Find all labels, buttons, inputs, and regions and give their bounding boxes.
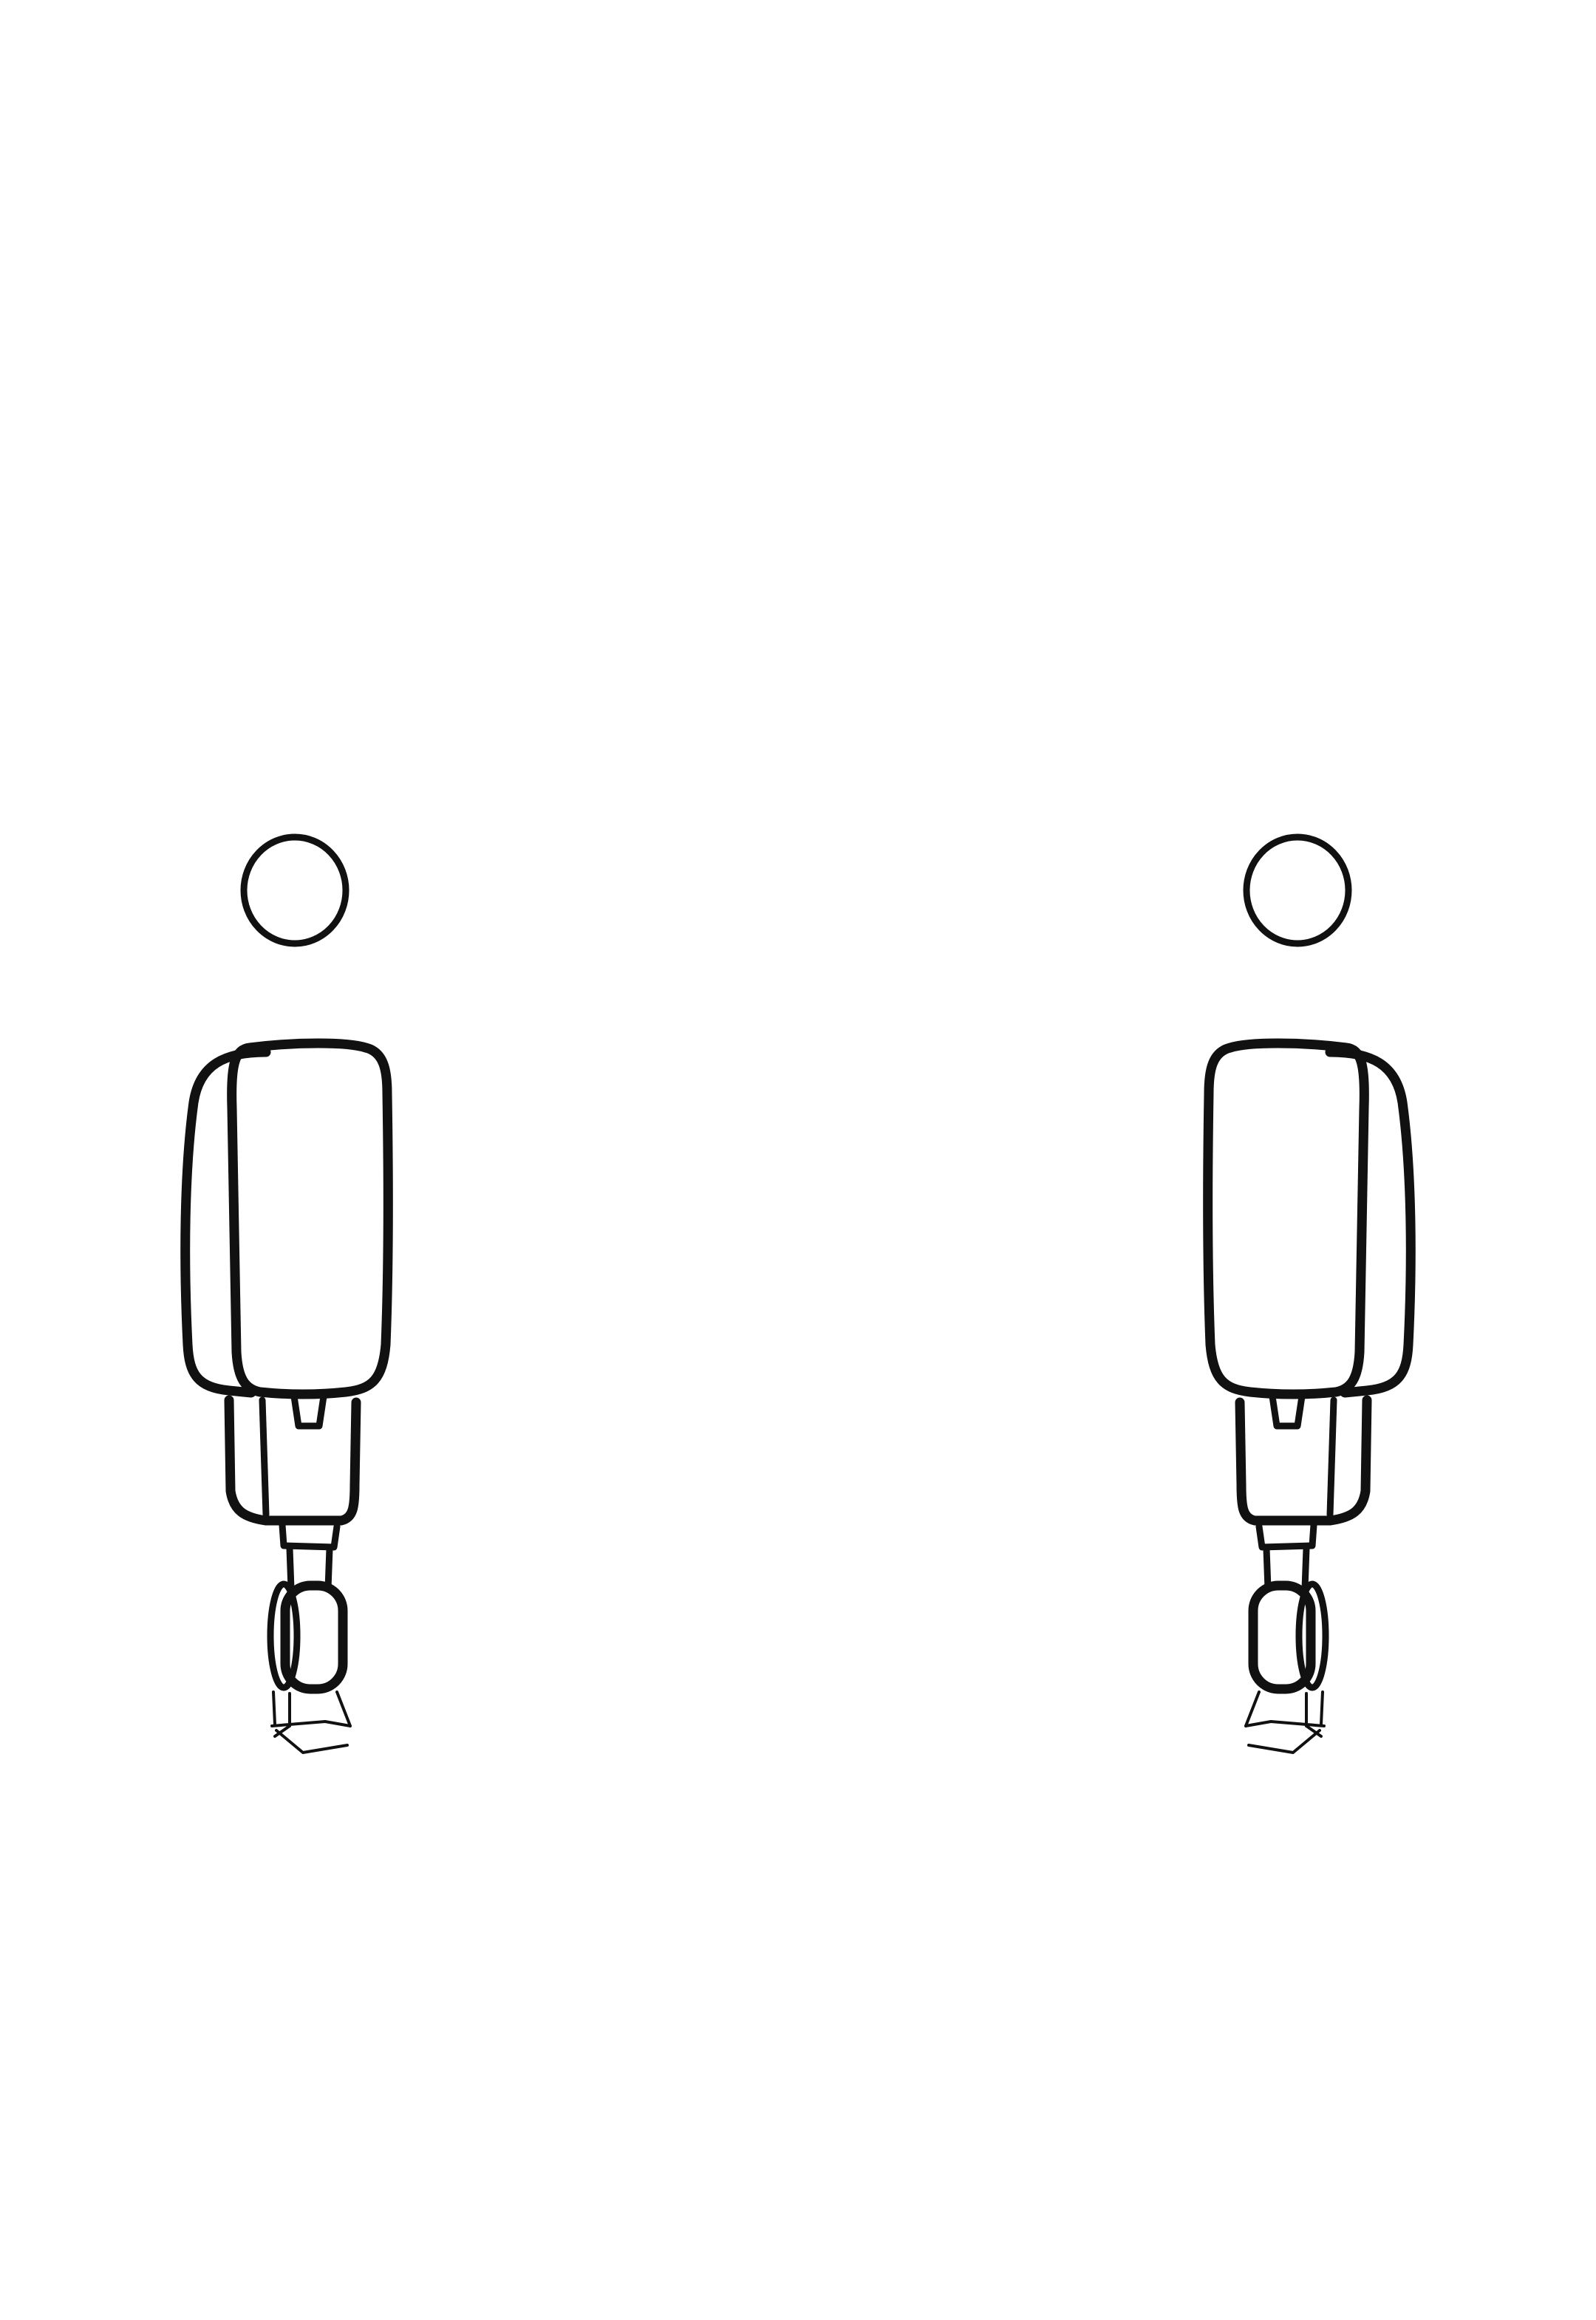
head-left <box>240 833 349 947</box>
knee-joint-right <box>1255 1521 1317 1551</box>
shin-upper-right <box>1263 1545 1310 1592</box>
belt-clip-right <box>1269 1393 1306 1430</box>
torso-front-panel-right <box>1203 1038 1369 1399</box>
calf-back-right <box>1295 1580 1329 1691</box>
foot-right <box>1244 1690 1326 1754</box>
head-right <box>1243 833 1352 947</box>
calf-back-left <box>267 1580 301 1691</box>
hip-back-edge-left <box>259 1396 270 1518</box>
figure-right <box>1203 833 1416 1754</box>
foot-left <box>270 1690 352 1754</box>
torso-back-panel-left <box>180 1047 271 1398</box>
figure-left <box>180 833 393 1754</box>
calf-front-left <box>280 1580 348 1694</box>
pelvis-right <box>1235 1395 1372 1526</box>
belt-clip-left <box>290 1393 327 1430</box>
pelvis-left <box>224 1395 361 1526</box>
knee-joint-left <box>279 1521 341 1551</box>
torso-back-panel-right <box>1325 1047 1416 1398</box>
hip-back-edge-right <box>1326 1396 1337 1518</box>
shin-upper-left <box>286 1545 333 1592</box>
calf-front-right <box>1248 1580 1316 1694</box>
torso-front-panel-left <box>227 1038 393 1399</box>
